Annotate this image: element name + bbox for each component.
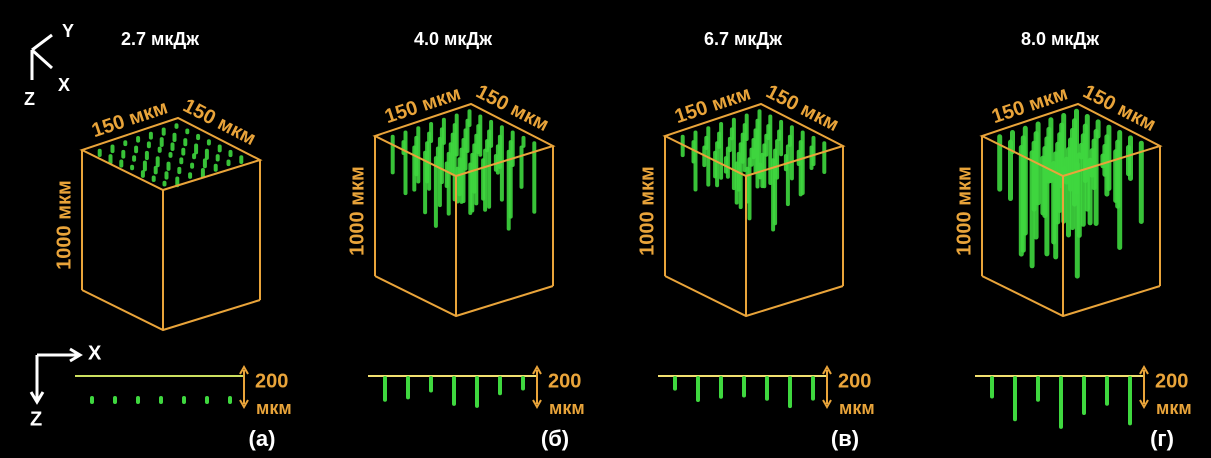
background [0,0,1211,458]
panel-label: (г) [1150,426,1174,451]
energy-label: 2.7 мкДж [121,29,199,49]
dimension-label: 1000 мкм [53,180,75,270]
axis-label: Z [30,408,42,430]
axis-label: X [58,75,70,95]
scale-value: 200 [255,370,288,392]
axis-label: X [88,342,102,364]
energy-label: 6.7 мкДж [704,29,782,49]
scale-unit: мкм [549,398,585,418]
page: Y X Z X Z 2.7 мкДж150 мкм150 мкм1000 мкм… [0,0,1211,458]
scale-value: 200 [838,370,871,392]
scale-value: 200 [1155,370,1188,392]
axis-label: Y [62,21,74,41]
scale-unit: мкм [839,398,875,418]
energy-label: 8.0 мкДж [1021,29,1099,49]
dimension-label: 1000 мкм [953,166,975,256]
panel-label: (в) [831,426,859,451]
dimension-label: 1000 мкм [636,166,658,256]
energy-label: 4.0 мкДж [414,29,492,49]
scale-unit: мкм [256,398,292,418]
dimension-label: 1000 мкм [346,166,368,256]
panel-label: (б) [541,426,569,451]
figure: Y X Z X Z 2.7 мкДж150 мкм150 мкм1000 мкм… [0,0,1211,458]
panel-label: (а) [249,426,276,451]
axis-label: Z [24,89,35,109]
scale-unit: мкм [1156,398,1192,418]
scale-value: 200 [548,370,581,392]
